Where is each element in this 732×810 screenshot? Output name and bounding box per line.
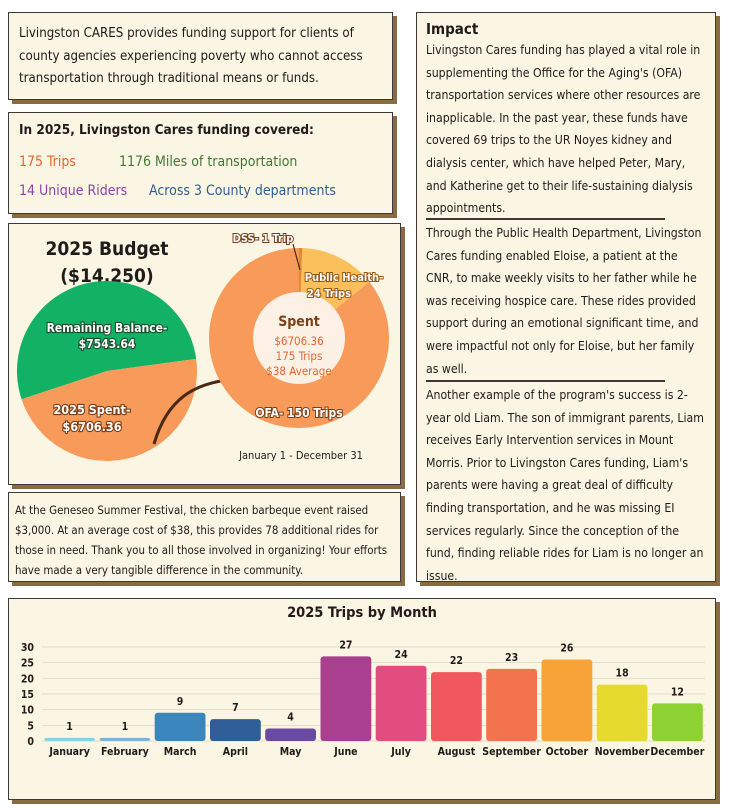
impact-paragraph-public-health: Through the Public Health Department, Li…	[426, 226, 702, 376]
impact-panel: Impact Livingston Cares funding has play…	[416, 12, 716, 583]
public-health-trips: 24 Trips	[307, 287, 351, 300]
intro-panel: Livingston CARES provides funding suppor…	[8, 12, 393, 100]
pie-slice-remaining	[16, 280, 197, 400]
bar-september	[486, 668, 537, 741]
x-tick-label: March	[164, 746, 197, 758]
x-tick-label: October	[546, 746, 589, 758]
donut-center-trips: 175 Trips	[276, 349, 323, 363]
donut-center-title: Spent	[278, 314, 320, 330]
x-tick-label: January	[48, 746, 90, 758]
divider	[426, 380, 665, 382]
budget-pie	[16, 280, 197, 461]
stat-departments: Across 3 County departments	[149, 183, 336, 199]
bar-april	[210, 719, 261, 741]
trips-donut	[208, 248, 389, 428]
data-label: 4	[287, 712, 294, 724]
y-tick-label: 25	[21, 658, 34, 670]
bar-february	[99, 737, 151, 741]
bar-december	[652, 703, 703, 741]
data-label: 27	[339, 639, 352, 651]
y-tick-label: 5	[27, 720, 34, 732]
stat-miles: 1176 Miles of transportation	[119, 154, 298, 170]
ofa-label: OFA- 150 Trips	[255, 406, 342, 420]
y-tick-label: 15	[21, 689, 34, 701]
bar-november	[596, 684, 648, 741]
data-label: 22	[450, 655, 463, 667]
festival-text: At the Geneseo Summer Festival, the chic…	[15, 503, 388, 577]
y-tick-label: 20	[21, 673, 35, 685]
coverage-heading: In 2025, Livingston Cares funding covere…	[19, 122, 314, 138]
data-label: 24	[395, 649, 409, 661]
bar-august	[431, 672, 482, 741]
impact-paragraph-liam: Another example of the program's success…	[426, 388, 704, 583]
dss-label: DSS- 1 Trip	[233, 232, 294, 245]
public-health-label: Public Health-	[305, 271, 383, 284]
donut-center-amount: $6706.36	[274, 334, 323, 348]
bar-january	[44, 737, 95, 741]
x-tick-label: December	[650, 746, 704, 758]
stat-trips: 175 Trips	[19, 154, 76, 170]
donut-center-average: $38 Average	[266, 364, 331, 378]
donut-hole	[253, 292, 345, 384]
data-label: 12	[671, 686, 684, 698]
data-label: 18	[616, 668, 629, 680]
x-tick-label: February	[101, 746, 149, 758]
bar-july	[375, 665, 427, 741]
data-label: 1	[122, 721, 129, 733]
data-label: 1	[66, 721, 73, 733]
trips-bar-chart: 0 5 10 15 20 25 30 1 January 1 February 9 March 7 Apri…	[21, 639, 705, 758]
remaining-value: $7543.64	[79, 337, 136, 351]
x-tick-label: July	[390, 746, 411, 758]
date-range: January 1 - December 31	[238, 449, 363, 462]
x-tick-label: September	[482, 746, 541, 758]
x-tick-label: April	[223, 746, 248, 758]
data-label: 26	[560, 643, 574, 655]
data-label: 7	[232, 702, 239, 714]
budget-total: ($14,250)	[60, 265, 153, 287]
divider	[426, 218, 665, 220]
bar-march	[154, 712, 206, 741]
x-tick-label: May	[280, 746, 302, 758]
bar-may	[265, 728, 316, 741]
intro-text: Livingston CARES provides funding suppor…	[19, 26, 363, 86]
data-label: 9	[177, 696, 184, 708]
y-tick-label: 0	[27, 736, 34, 748]
stat-riders: 14 Unique Riders	[19, 183, 128, 199]
y-tick-label: 30	[21, 642, 35, 654]
pie-slice-spent	[21, 358, 197, 461]
festival-panel: At the Geneseo Summer Festival, the chic…	[8, 492, 401, 582]
bar-october	[541, 659, 593, 741]
x-tick-label: August	[438, 746, 476, 758]
data-label: 23	[505, 652, 518, 664]
bar-june	[320, 656, 372, 741]
x-tick-label: June	[333, 746, 357, 758]
y-tick-label: 10	[21, 705, 35, 717]
remaining-label: Remaining Balance-	[47, 321, 168, 335]
spent-value: $6706.36	[62, 419, 121, 434]
impact-paragraph-ofa: Livingston Cares funding has played a vi…	[426, 43, 701, 216]
budget-panel: 2025 Budget ($14,250) Remaining Balance-…	[8, 223, 401, 485]
budget-title: 2025 Budget	[46, 238, 169, 260]
coverage-panel: In 2025, Livingston Cares funding covere…	[8, 112, 393, 214]
impact-title: Impact	[426, 20, 479, 38]
chart-title: 2025 Trips by Month	[287, 605, 437, 621]
spent-label: 2025 Spent-	[53, 402, 130, 417]
x-tick-label: November	[595, 746, 650, 758]
budget-figure: 2025 Budget ($14,250) Remaining Balance-…	[16, 231, 389, 462]
trips-chart-panel: 2025 Trips by Month 0 5 10 15 20 25 30 1 January…	[8, 598, 716, 800]
dss-leader-line	[292, 243, 301, 271]
